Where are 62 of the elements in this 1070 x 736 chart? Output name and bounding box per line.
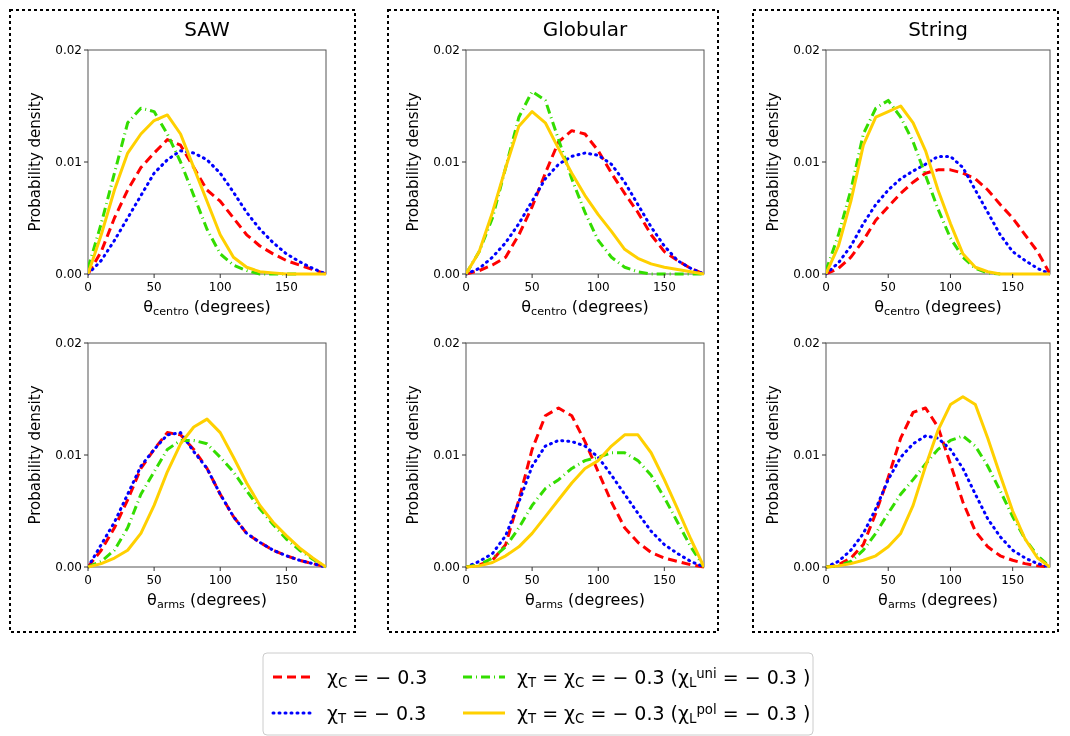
y-tick-label: 0.01 xyxy=(433,448,460,462)
y-axis-title: Probability density xyxy=(404,385,422,525)
y-axis-title: Probability density xyxy=(404,92,422,232)
y-axis-title: Probability density xyxy=(764,385,782,525)
y-axis-title: Probability density xyxy=(26,385,44,525)
x-tick-label: 100 xyxy=(938,280,962,294)
legend-label: χ$_{T}$ = χ$_{C}$ = − 0.3 (χ$_{L}$$^{uni}$ = − 0.3 ) xyxy=(517,666,811,691)
x-tick-label: 0 xyxy=(84,573,92,587)
y-tick-label: 0.02 xyxy=(433,336,460,350)
x-axis-title: θ$_{centro}$ (degrees) xyxy=(143,297,271,318)
x-tick-label: 100 xyxy=(208,280,232,294)
y-axis-title: Probability density xyxy=(26,92,44,232)
y-tick-label: 0.00 xyxy=(433,267,460,281)
x-tick-label: 50 xyxy=(146,280,162,294)
y-tick-label: 0.01 xyxy=(55,448,82,462)
legend-label: χ$_{C}$ = − 0.3 xyxy=(327,666,428,691)
x-tick-label: 150 xyxy=(1001,280,1025,294)
legend-label: χ$_{T}$ = − 0.3 xyxy=(327,702,427,727)
x-tick-label: 50 xyxy=(880,573,896,587)
chart-title: SAW xyxy=(184,17,230,41)
x-axis-title: θ$_{arms}$ (degrees) xyxy=(878,590,998,611)
chart-title: Globular xyxy=(542,17,629,41)
x-tick-label: 100 xyxy=(586,280,610,294)
x-tick-label: 0 xyxy=(822,280,830,294)
line-series xyxy=(826,104,1050,276)
x-tick-label: 150 xyxy=(652,280,676,294)
y-axis-title: Probability density xyxy=(764,92,782,232)
x-tick-label: 50 xyxy=(146,573,162,587)
y-tick-label: 0.01 xyxy=(793,155,820,169)
y-tick-label: 0.01 xyxy=(55,155,82,169)
x-axis-title: θ$_{arms}$ (degrees) xyxy=(147,590,267,611)
y-tick-label: 0.00 xyxy=(793,267,820,281)
y-tick-label: 0.02 xyxy=(55,43,82,57)
legend-label: χ$_{T}$ = χ$_{C}$ = − 0.3 (χ$_{L}$$^{pol}$ = − 0.3 ) xyxy=(517,702,811,727)
x-tick-label: 100 xyxy=(586,573,610,587)
y-tick-label: 0.00 xyxy=(55,560,82,574)
x-tick-label: 150 xyxy=(274,573,298,587)
x-tick-label: 100 xyxy=(938,573,962,587)
x-tick-label: 50 xyxy=(524,573,540,587)
y-tick-label: 0.00 xyxy=(55,267,82,281)
y-tick-label: 0.01 xyxy=(793,448,820,462)
y-tick-label: 0.02 xyxy=(55,336,82,350)
y-tick-label: 0.02 xyxy=(793,336,820,350)
y-tick-label: 0.02 xyxy=(793,43,820,57)
x-axis-title: θ$_{centro}$ (degrees) xyxy=(874,297,1002,318)
y-tick-label: 0.00 xyxy=(433,560,460,574)
x-tick-label: 0 xyxy=(462,573,470,587)
y-tick-label: 0.02 xyxy=(433,43,460,57)
x-tick-label: 50 xyxy=(524,280,540,294)
x-axis-title: θ$_{centro}$ (degrees) xyxy=(521,297,649,318)
x-tick-label: 0 xyxy=(84,280,92,294)
y-tick-label: 0.00 xyxy=(793,560,820,574)
x-tick-label: 150 xyxy=(1001,573,1025,587)
x-tick-label: 150 xyxy=(652,573,676,587)
x-tick-label: 0 xyxy=(462,280,470,294)
x-axis-title: θ$_{arms}$ (degrees) xyxy=(525,590,645,611)
x-tick-label: 100 xyxy=(208,573,232,587)
x-tick-label: 150 xyxy=(274,280,298,294)
x-tick-label: 50 xyxy=(880,280,896,294)
y-tick-label: 0.01 xyxy=(433,155,460,169)
chart-title: String xyxy=(908,17,968,41)
x-tick-label: 0 xyxy=(822,573,830,587)
